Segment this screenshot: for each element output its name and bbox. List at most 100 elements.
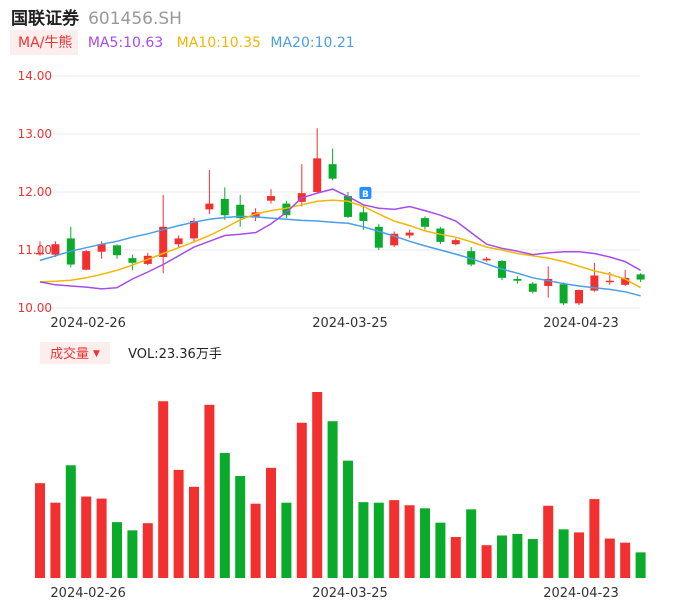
volume-bar [604,538,615,578]
candle-body [528,283,537,292]
candle-body [51,244,60,255]
volume-bar [574,532,584,578]
candle-body [344,196,352,217]
candle-body [313,158,322,192]
candle-body [113,245,121,256]
x-tick-label: 2024-02-26 [50,316,126,331]
candle-body [575,290,583,304]
candle-body [328,164,337,179]
volume-bar [420,508,430,578]
price-axis: 14.00 13.00 12.00 11.00 10.00 [18,69,52,315]
candle-body [220,198,229,216]
volume-bar [235,476,246,578]
candle-body [544,279,553,286]
volume-bar [127,530,138,578]
candle-body [251,212,260,218]
volume-bar [589,499,600,578]
volume-value: VOL:23.36万手 [128,347,222,362]
candle-body [482,258,491,261]
buy-marker: B [359,187,372,200]
stock-name: 国联证券 [11,9,79,29]
ma10-label: MA10:10.35 [176,35,261,51]
candle-body [36,252,44,255]
caret-down-icon: ▼ [93,349,100,359]
candle-body [82,251,91,270]
candle-body [513,279,522,281]
volume-bar [558,529,569,578]
candle-body [267,196,275,201]
volume-bar [281,502,292,578]
y-tick-label: 11.00 [18,243,52,257]
ma10-line [39,199,641,289]
volume-bar [219,452,230,578]
x-tick-label: 2024-02-26 [50,586,126,601]
volume-bar [35,483,45,578]
ma20-label: MA20:10.21 [270,35,355,51]
stock-code: 601456.SH [88,9,182,29]
x-tick-label: 2024-04-23 [543,316,619,331]
candle-body [421,218,429,227]
candle-body [205,203,214,210]
candle-body [390,233,399,246]
candle-body [174,238,183,245]
ma5-label: MA5:10.63 [87,35,164,51]
volume-bar [543,505,554,578]
y-tick-label: 14.00 [18,69,52,83]
y-tick-label: 13.00 [18,127,52,141]
volume-bar [50,502,61,578]
volume-bar [450,537,461,578]
volume-bar [497,535,507,578]
volume-bar [435,522,446,578]
candlestick-series [36,128,645,306]
y-tick-label: 10.00 [18,301,52,315]
volume-bar [358,502,369,578]
candle-body [405,232,414,236]
x-tick-label: 2024-03-25 [312,316,388,331]
y-tick-label: 12.00 [18,185,52,199]
volume-legend: 成交量 ▼ VOL:23.36万手 [40,342,222,364]
candle-body [559,284,568,304]
candle-body [282,203,291,216]
volume-bar [312,392,323,578]
candle-body [128,258,137,263]
ma20-line [39,215,641,297]
stock-header: 国联证券 601456.SH [11,4,182,29]
price-date-axis: 2024-02-26 2024-03-25 2024-04-23 [50,316,618,331]
volume-bar [189,486,199,578]
volume-bar [250,503,261,578]
volume-bar [512,533,523,578]
volume-bar [296,422,307,578]
candle-body [605,280,614,283]
candle-body [467,251,476,265]
candle-body [374,226,383,248]
volume-bar [266,467,276,578]
volume-bar [65,465,76,578]
candle-body [436,228,445,242]
candle-body [97,244,106,252]
candle-body [159,226,168,257]
volume-bar [158,401,169,578]
x-tick-label: 2024-03-25 [312,586,388,601]
volume-bar [112,522,122,578]
volume-bar [620,542,631,578]
volume-bar [389,500,400,578]
moving-average-lines [39,188,641,297]
volume-indicator-tag[interactable]: 成交量 ▼ [40,342,110,364]
volume-bar [635,552,646,578]
volume-bar [343,460,353,578]
volume-bar [96,498,107,578]
volume-bar [466,509,477,578]
volume-bar [173,469,184,578]
buy-marker-label: B [362,190,369,200]
volume-bars [35,392,646,578]
ma-bull-bear-tag[interactable]: MA/牛熊 [10,30,79,55]
candle-body [636,274,645,280]
volume-bar [81,496,92,578]
candle-body [590,275,599,291]
volume-tag-label: 成交量 [50,347,90,362]
volume-bar [142,523,153,578]
candle-body [621,277,630,285]
candle-body [451,240,460,245]
volume-bar [327,421,338,578]
